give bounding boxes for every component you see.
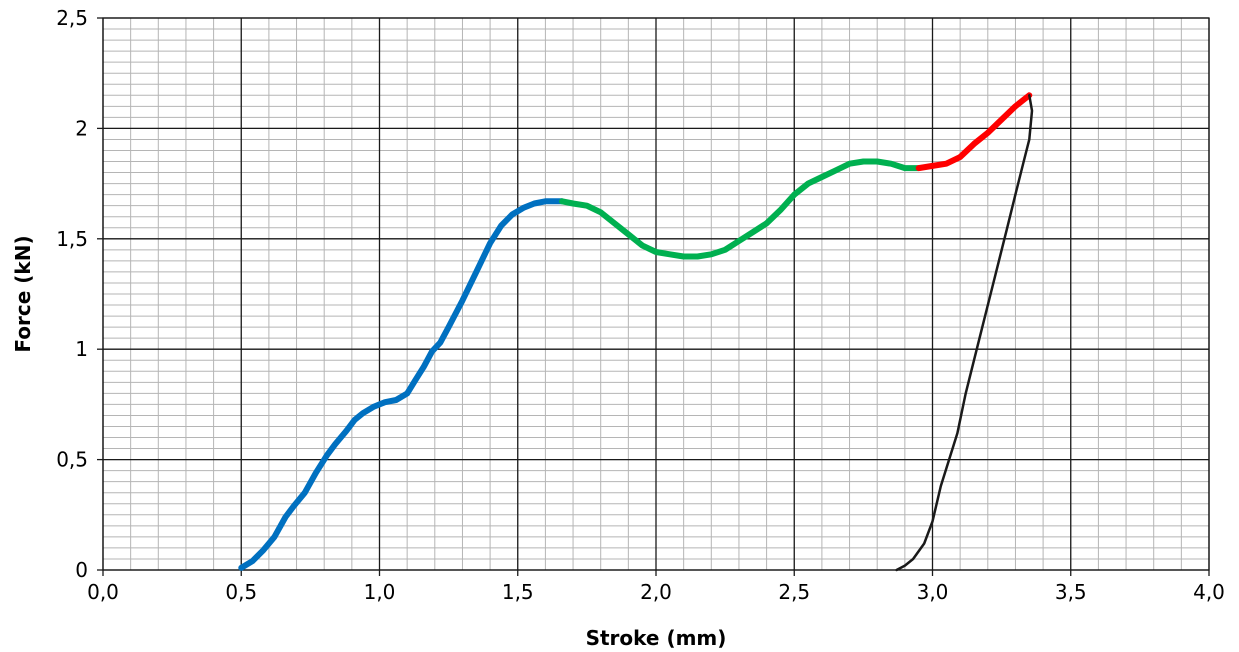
x-tick-label: 0,0 [87,580,119,604]
series-line-3 [915,92,1033,172]
major-grid [97,17,1210,576]
y-tick-label: 2,5 [56,6,88,30]
y-tick-label: 0 [75,558,88,582]
x-tick-label: 2,0 [640,580,672,604]
y-tick-label: 1,5 [56,227,88,251]
x-tick-label: 4,0 [1193,580,1225,604]
tick-labels: 0,0 0,5 1,0 1,5 2,0 2,5 3,0 3,5 4,0 0 0,5 1 1,5 2 2,5 [56,6,1225,604]
plot-border [102,17,1210,571]
y-axis-title: Force (kN) [11,235,35,352]
x-tick-label: 1,0 [364,580,396,604]
series-line-2 [559,158,922,260]
x-tick-label: 2,5 [778,580,810,604]
x-axis-title: Stroke (mm) [586,626,727,650]
series-layer [238,92,1034,572]
x-tick-label: 3,5 [1055,580,1087,604]
y-tick-label: 0,5 [56,448,88,472]
y-tick-label: 1 [75,337,88,361]
x-tick-label: 0,5 [225,580,257,604]
x-tick-label: 3,0 [917,580,949,604]
x-tick-label: 1,5 [502,580,534,604]
y-tick-label: 2 [75,116,88,140]
series-line-1 [238,198,565,571]
series-line-4 [895,94,1034,572]
